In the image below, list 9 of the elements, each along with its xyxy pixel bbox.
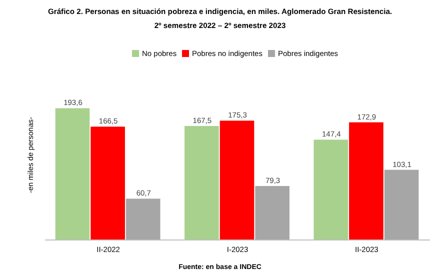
bar [255, 186, 290, 240]
bar [349, 122, 384, 240]
bar [220, 120, 254, 240]
bar [90, 126, 125, 240]
bar [384, 170, 419, 240]
bar [55, 108, 90, 240]
bar [314, 140, 348, 240]
bar [184, 126, 219, 240]
bar [126, 198, 160, 240]
